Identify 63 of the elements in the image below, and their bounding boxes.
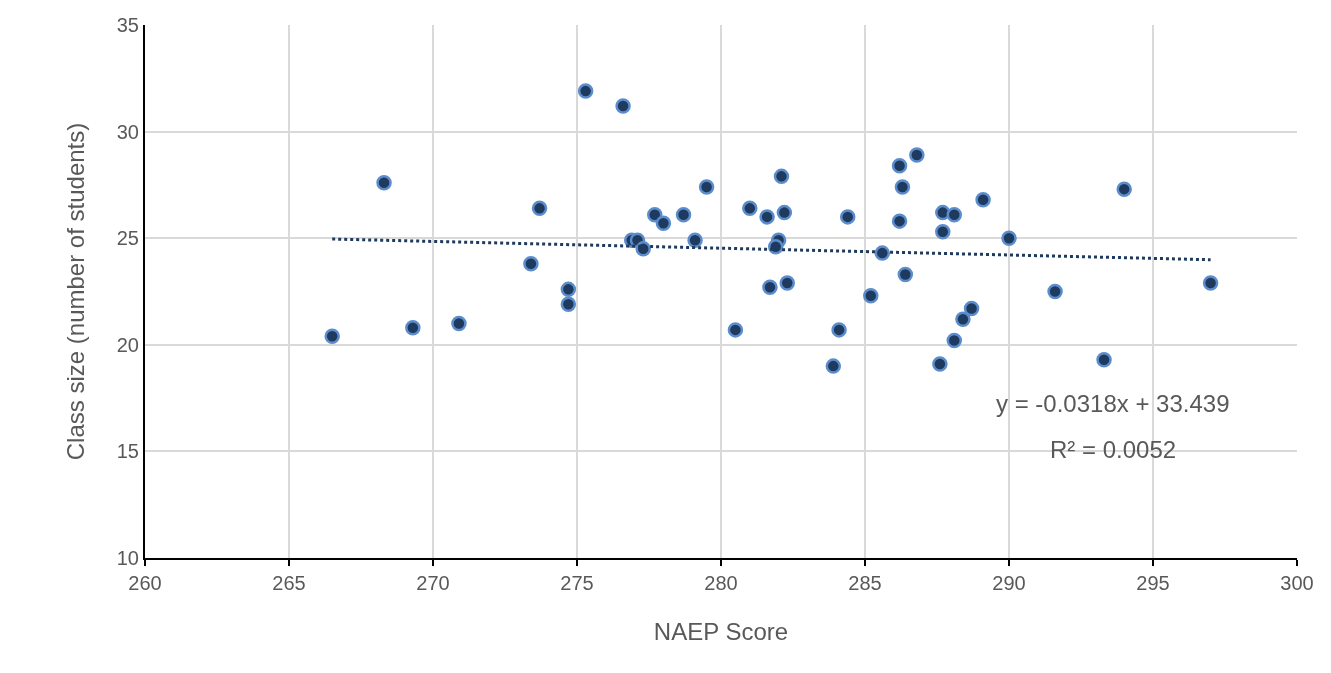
point (891, 213, 908, 229)
x-tick-label: 295 (1136, 572, 1170, 594)
y-tick-label: 15 (116, 440, 139, 463)
y-tick-label: 35 (116, 14, 139, 36)
y-axis-title: Class size (number of students) (62, 122, 90, 461)
point (376, 175, 392, 191)
point (742, 200, 758, 217)
point (909, 147, 925, 163)
point (560, 281, 577, 298)
point (531, 200, 548, 217)
x-tick-label: 280 (704, 572, 738, 594)
point (615, 98, 631, 114)
y-tick-label: 10 (116, 547, 139, 569)
point (1096, 351, 1112, 368)
point (560, 296, 577, 313)
point (767, 238, 784, 255)
y-tick-label: 20 (116, 333, 139, 356)
point (1202, 275, 1219, 291)
point (946, 332, 963, 349)
point (759, 209, 775, 225)
point (897, 266, 914, 283)
point (963, 300, 980, 317)
x-tick-label: 300 (1280, 572, 1314, 594)
point (1001, 230, 1017, 246)
x-tick-label: 260 (128, 572, 162, 594)
point (655, 215, 672, 232)
x-tick-label: 285 (848, 572, 882, 594)
point (935, 224, 951, 240)
point (839, 209, 856, 225)
point (874, 245, 891, 261)
point (776, 204, 793, 221)
point (1047, 283, 1063, 300)
point (894, 179, 911, 195)
point (523, 256, 539, 272)
x-tick-label: 270 (416, 572, 450, 594)
annotation: R² = 0.0052 (1050, 436, 1177, 463)
point (773, 168, 790, 185)
y-tick-label: 30 (116, 120, 139, 143)
x-axis-title: NAEP Score (653, 617, 789, 645)
point (675, 207, 692, 223)
point (577, 83, 594, 99)
point (698, 179, 715, 195)
point (863, 288, 879, 304)
x-tick-label: 275 (560, 572, 594, 594)
point (779, 275, 795, 291)
point (324, 328, 340, 345)
point (727, 322, 744, 338)
point (946, 207, 963, 223)
y-tick-label: 25 (116, 227, 139, 250)
annotation: y = -0.0318x + 33.439 (996, 390, 1230, 417)
point (831, 322, 847, 338)
x-tick-label: 290 (992, 572, 1026, 594)
x-tick-label: 265 (272, 572, 306, 594)
point (891, 157, 908, 174)
point (762, 279, 778, 295)
point (451, 315, 467, 332)
point (955, 311, 971, 327)
point (975, 192, 991, 208)
point (687, 232, 703, 249)
point (932, 356, 948, 372)
point (405, 319, 421, 336)
point (825, 358, 842, 374)
point (1116, 181, 1132, 197)
